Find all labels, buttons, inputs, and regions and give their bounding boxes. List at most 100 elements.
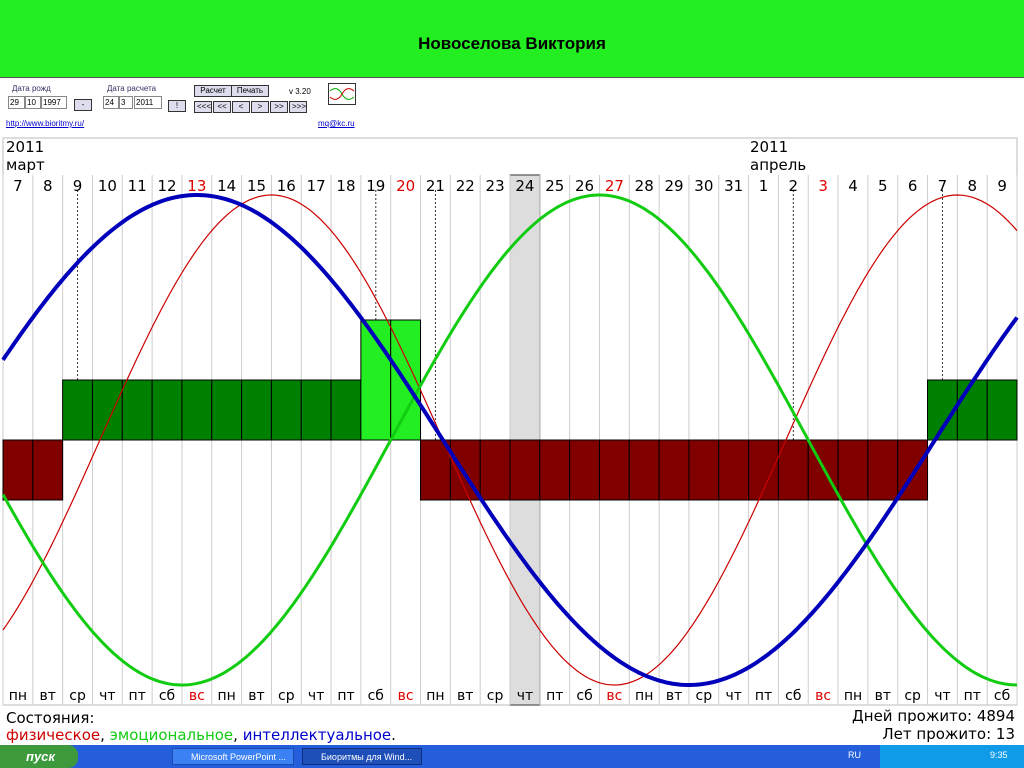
birth-day[interactable]: 29 <box>8 96 25 109</box>
day-number: 2 <box>789 177 799 195</box>
physical-bar <box>628 439 660 501</box>
task-button[interactable]: Биоритмы для Wind... <box>302 748 422 765</box>
day-number: 21 <box>426 177 445 195</box>
physical-bar <box>509 439 541 501</box>
day-number: 31 <box>724 177 743 195</box>
birth-month[interactable]: 10 <box>25 96 41 109</box>
start-button[interactable]: пуск <box>0 745 78 768</box>
day-number: 23 <box>486 177 505 195</box>
day-number: 3 <box>818 177 828 195</box>
weekday: пт <box>755 688 772 704</box>
nav-button[interactable]: >> <box>270 101 288 113</box>
emotional-bar <box>986 379 1018 441</box>
weekday: сб <box>785 688 801 704</box>
weekday: чт <box>725 688 741 704</box>
weekday: ср <box>904 688 921 704</box>
emotional-bar <box>300 379 332 441</box>
day-number: 8 <box>967 177 977 195</box>
weekday: пн <box>426 688 444 704</box>
nav-button[interactable]: <<< <box>194 101 212 113</box>
weekday: вс <box>606 688 622 704</box>
day-number: 27 <box>605 177 624 195</box>
day-number: 13 <box>187 177 206 195</box>
day-number: 25 <box>545 177 564 195</box>
year-right: 2011 <box>750 138 788 156</box>
weekday: пн <box>844 688 862 704</box>
legend-sep: , <box>100 726 110 744</box>
day-number: 29 <box>664 177 683 195</box>
weekday: пн <box>218 688 236 704</box>
print-button[interactable]: Печать <box>231 85 269 97</box>
language[interactable]: RU <box>848 750 861 760</box>
weekday: вс <box>189 688 205 704</box>
weekday: вт <box>875 688 891 704</box>
weekday: пт <box>964 688 981 704</box>
emotional-bar <box>121 379 153 441</box>
emotional-curve <box>1 193 1018 687</box>
day-number: 26 <box>575 177 594 195</box>
day-number: 7 <box>938 177 948 195</box>
weekday: чт <box>308 688 324 704</box>
weekday: вт <box>666 688 682 704</box>
birth-year[interactable]: 1997 <box>41 96 67 109</box>
weekday: вт <box>248 688 264 704</box>
taskbar: пуск Microsoft PowerPoint ... Биоритмы д… <box>0 745 1024 768</box>
day-number: 22 <box>456 177 475 195</box>
mail-link[interactable]: mq@kc.ru <box>318 119 355 128</box>
day-number: 11 <box>128 177 147 195</box>
weekday: пт <box>337 688 354 704</box>
day-number: 9 <box>997 177 1007 195</box>
emotional-bar <box>330 379 362 441</box>
calc-year[interactable]: 2011 <box>134 96 162 109</box>
legend: физическое, эмоциональное, интеллектуаль… <box>6 726 396 744</box>
task-button[interactable]: Microsoft PowerPoint ... <box>172 748 294 765</box>
legend-sep: , <box>233 726 243 744</box>
biorhythm-chart: 2011 март 2011 апрель Состояния: физичес… <box>1 137 1019 744</box>
nav-button[interactable]: << <box>213 101 231 113</box>
calc-button[interactable]: ! <box>168 100 186 112</box>
weekday: ср <box>278 688 295 704</box>
day-number: 18 <box>336 177 355 195</box>
emotional-bar <box>211 379 243 441</box>
nav-button[interactable]: >>> <box>289 101 307 113</box>
calc-day[interactable]: 24 <box>103 96 119 109</box>
birth-label: Дата рожд <box>12 84 51 93</box>
day-number: 10 <box>98 177 117 195</box>
physical-bar <box>479 439 511 501</box>
calc-month[interactable]: 3 <box>119 96 133 109</box>
physical-bar <box>598 439 630 501</box>
day-number: 9 <box>73 177 83 195</box>
day-number: 24 <box>515 177 534 195</box>
physical-bar <box>777 439 809 501</box>
physical-bar <box>2 439 34 501</box>
nav-button[interactable]: > <box>251 101 269 113</box>
day-number: 20 <box>396 177 415 195</box>
physical-bar <box>539 439 571 501</box>
day-number: 6 <box>908 177 918 195</box>
day-number: 15 <box>247 177 266 195</box>
site-link[interactable]: http://www.bioritmy.ru/ <box>6 119 85 128</box>
nav-button[interactable]: < <box>232 101 250 113</box>
physical-bar <box>718 439 750 501</box>
year-left: 2011 <box>6 138 44 156</box>
legend-physical: физическое <box>6 726 100 744</box>
physical-bar <box>837 439 869 501</box>
emotional-bar <box>956 379 988 441</box>
intellectual-curve <box>1 193 1019 687</box>
version: v 3.20 <box>289 87 311 96</box>
physical-bar <box>867 439 899 501</box>
clock: 9:35 <box>990 750 1008 760</box>
emotional-bar <box>151 379 183 441</box>
weekday: вт <box>40 688 56 704</box>
day-number: 19 <box>366 177 385 195</box>
birth-button[interactable]: - <box>74 99 92 111</box>
weekday: ср <box>696 688 713 704</box>
physical-curve <box>2 194 1018 686</box>
month-right: апрель <box>750 156 806 174</box>
weekday: чт <box>99 688 115 704</box>
legend-intellectual: интеллектуальное <box>243 726 391 744</box>
weekday: пн <box>9 688 27 704</box>
emotional-bar <box>181 379 213 441</box>
header <box>0 0 1024 78</box>
day-number: 7 <box>13 177 23 195</box>
